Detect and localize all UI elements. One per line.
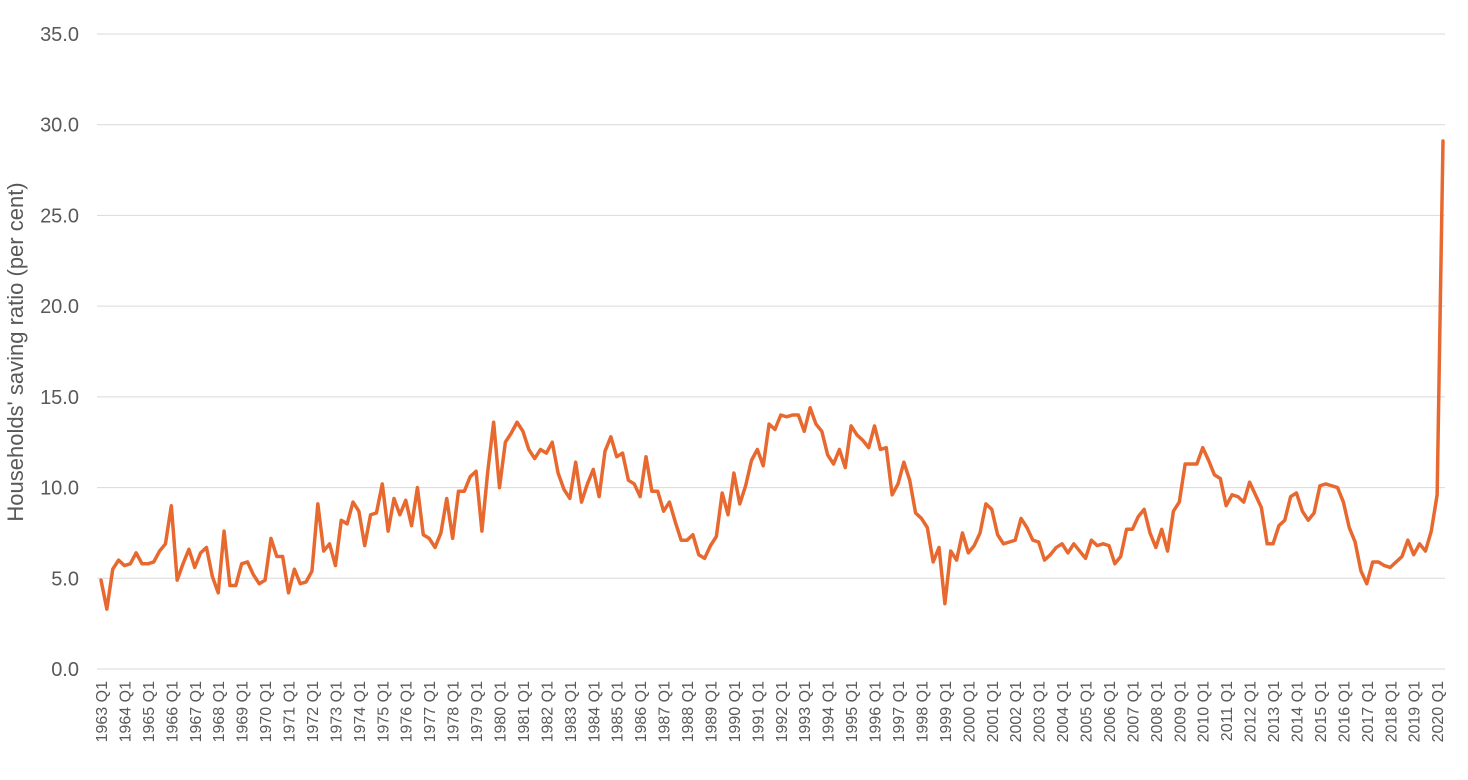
x-tick-label: 1980 Q1 [492,681,509,742]
x-tick-label: 1974 Q1 [352,681,369,742]
x-tick-label: 1976 Q1 [399,681,416,742]
x-tick-label: 2017 Q1 [1360,681,1377,742]
x-tick-label: 2003 Q1 [1032,681,1049,742]
x-tick-label: 2004 Q1 [1055,681,1072,742]
x-tick-label: 1966 Q1 [164,681,181,742]
x-tick-label: 1983 Q1 [563,681,580,742]
x-tick-label: 1969 Q1 [235,681,252,742]
x-tick-label: 2008 Q1 [1149,681,1166,742]
x-tick-label: 2006 Q1 [1102,681,1119,742]
x-tick-label: 2011 Q1 [1219,681,1236,741]
y-axis-tick-labels: 0.0 5.0 10.0 15.0 20.0 25.0 30.0 35.0 [40,24,79,681]
x-tick-label: 1977 Q1 [422,681,439,742]
x-tick-label: 1963 Q1 [94,681,111,742]
x-tick-label: 1988 Q1 [680,681,697,742]
y-tick-label: 30.0 [40,115,79,137]
x-tick-label: 1975 Q1 [375,681,392,742]
x-tick-label: 2012 Q1 [1243,681,1260,742]
y-tick-label: 5.0 [51,568,79,590]
x-tick-label: 2016 Q1 [1336,681,1353,742]
x-tick-label: 1981 Q1 [516,681,533,742]
gridlines [97,33,1445,670]
x-tick-label: 1996 Q1 [868,681,885,742]
x-tick-label: 1994 Q1 [821,681,838,742]
x-tick-label: 1972 Q1 [305,681,322,742]
x-tick-label: 2000 Q1 [961,681,978,742]
series-layer [99,139,1445,611]
x-tick-label: 1999 Q1 [938,681,955,742]
x-tick-label: 1995 Q1 [844,681,861,742]
y-tick-label: 0.0 [51,659,79,681]
x-tick-label: 1987 Q1 [657,681,674,742]
x-tick-label: 2007 Q1 [1125,681,1142,742]
y-tick-label: 15.0 [40,387,79,409]
x-tick-label: 1993 Q1 [797,681,814,742]
x-tick-label: 1965 Q1 [141,681,158,742]
x-tick-label: 1968 Q1 [211,681,228,742]
x-tick-label: 2013 Q1 [1266,681,1283,742]
y-tick-label: 20.0 [40,296,79,318]
x-tick-label: 2015 Q1 [1313,681,1330,742]
x-tick-label: 1986 Q1 [633,681,650,742]
x-tick-label: 1984 Q1 [586,681,603,742]
x-tick-label: 1997 Q1 [891,681,908,742]
x-tick-label: 1985 Q1 [610,681,627,742]
y-axis-label: Households' saving ratio (per cent) [3,182,28,521]
x-tick-label: 1964 Q1 [117,681,134,742]
x-tick-label: 1967 Q1 [188,681,205,742]
y-tick-label: 35.0 [40,24,79,46]
x-tick-label: 1998 Q1 [914,681,931,742]
y-tick-label: 25.0 [40,205,79,227]
x-tick-label: 2002 Q1 [1008,681,1025,742]
x-tick-label: 1989 Q1 [703,681,720,742]
saving-ratio-series-line [99,139,1445,611]
x-tick-label: 2020 Q1 [1430,681,1447,742]
y-tick-label: 10.0 [40,478,79,500]
x-tick-label: 2014 Q1 [1289,681,1306,742]
x-tick-label: 2018 Q1 [1383,681,1400,742]
x-tick-label: 1992 Q1 [774,681,791,742]
x-tick-label: 1982 Q1 [539,681,556,742]
x-tick-label: 1990 Q1 [727,681,744,742]
x-tick-label: 1979 Q1 [469,681,486,742]
x-tick-label: 1978 Q1 [446,681,463,742]
x-tick-label: 2001 Q1 [985,681,1002,742]
x-tick-label: 1991 Q1 [750,681,767,742]
x-tick-label: 1971 Q1 [282,681,299,742]
x-tick-label: 2005 Q1 [1079,681,1096,742]
x-axis-tick-labels: 1963 Q1 1964 Q1 1965 Q1 1966 Q1 1967 Q1 1968 … [94,681,1447,742]
x-tick-label: 2010 Q1 [1196,681,1213,742]
x-tick-label: 2009 Q1 [1172,681,1189,742]
x-tick-label: 1973 Q1 [328,681,345,742]
x-tick-label: 1970 Q1 [258,681,275,742]
x-tick-label: 2019 Q1 [1407,681,1424,742]
